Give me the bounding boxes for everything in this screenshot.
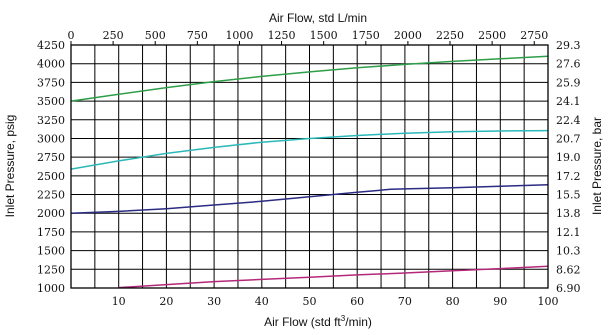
right-axis-ticks: 6.90 8.62 10.3 12.1 13.8 15.5 17.2 19.0 20.7 22.4… [556, 39, 581, 295]
right-tick-label: 15.5 [556, 189, 581, 202]
bottom-tick-label: 100 [538, 295, 559, 308]
grid [71, 44, 548, 289]
right-axis-title: Inlet Pressure, bar [590, 117, 604, 215]
right-tick-label: 27.6 [556, 58, 581, 71]
top-tick-label: 500 [145, 29, 166, 42]
top-tick-label: 2250 [436, 29, 464, 42]
left-axis-ticks: 1000 1250 1500 1750 2000 2250 2500 2750 3000 3250… [37, 39, 65, 295]
bottom-tick-label: 50 [303, 295, 317, 308]
right-tick-label: 25.9 [556, 76, 581, 89]
bottom-tick-label: 90 [493, 295, 507, 308]
top-tick-label: 250 [103, 29, 124, 42]
top-tick-label: 2500 [478, 29, 506, 42]
left-tick-label: 4250 [37, 39, 65, 52]
right-tick-label: 24.1 [556, 95, 581, 108]
left-tick-label: 1750 [37, 226, 65, 239]
top-axis-title: Air Flow, std L/min [269, 11, 367, 25]
plot-frame [70, 44, 549, 289]
left-tick-label: 3500 [37, 95, 65, 108]
series-line-green [70, 55, 549, 102]
bottom-tick-label: 60 [350, 295, 364, 308]
bottom-tick-label: 40 [255, 295, 269, 308]
right-tick-label: 20.7 [556, 132, 581, 145]
left-tick-label: 2000 [37, 207, 65, 220]
bottom-axis-title-suffix: /min) [345, 315, 372, 329]
bottom-tick-label: 70 [398, 295, 412, 308]
series-line-magenta [118, 265, 549, 289]
right-tick-label: 29.3 [556, 39, 581, 52]
bottom-axis-title-prefix: Air Flow (std ft [264, 315, 341, 329]
right-tick-label: 8.62 [556, 263, 581, 276]
left-tick-label: 1500 [37, 245, 65, 258]
right-tick-label: 19.0 [556, 151, 581, 164]
top-tick-label: 1750 [352, 29, 380, 42]
bottom-tick-label: 20 [159, 295, 173, 308]
series-line-cyan [70, 129, 549, 170]
right-tick-label: 10.3 [556, 245, 581, 258]
top-tick-label: 1000 [225, 29, 253, 42]
right-tick-label: 6.90 [556, 282, 581, 295]
right-tick-label: 17.2 [556, 170, 581, 183]
left-tick-label: 1250 [37, 263, 65, 276]
left-tick-label: 2250 [37, 189, 65, 202]
right-tick-label: 12.1 [556, 226, 581, 239]
top-axis-ticks: 0 250 500 750 1000 1250 1500 1750 2000 2250 2500 27… [68, 29, 548, 45]
top-tick-label: 2000 [394, 29, 422, 42]
bottom-axis-title: Air Flow (std ft3/min) [264, 314, 372, 329]
series-line-navy [70, 184, 549, 214]
top-tick-label: 2750 [520, 29, 548, 42]
bottom-axis-ticks: 10 20 30 40 50 60 70 80 90 100 [112, 295, 559, 308]
left-tick-label: 2500 [37, 170, 65, 183]
left-tick-label: 3750 [37, 76, 65, 89]
right-tick-label: 22.4 [556, 114, 581, 127]
left-axis-title: Inlet Pressure, psig [3, 115, 17, 218]
left-tick-label: 3250 [37, 114, 65, 127]
top-tick-label: 1500 [310, 29, 338, 42]
left-tick-label: 3000 [37, 132, 65, 145]
bottom-axis-title-superscript: 3 [341, 314, 346, 323]
top-tick-label: 1250 [268, 29, 296, 42]
left-tick-label: 1000 [37, 282, 65, 295]
left-tick-label: 4000 [37, 58, 65, 71]
bottom-tick-label: 80 [446, 295, 460, 308]
bottom-tick-label: 10 [112, 295, 126, 308]
left-tick-label: 2750 [37, 151, 65, 164]
top-tick-label: 750 [187, 29, 208, 42]
top-tick-label: 0 [68, 29, 75, 42]
bottom-tick-label: 30 [207, 295, 221, 308]
right-tick-label: 13.8 [556, 207, 581, 220]
series-lines [70, 55, 549, 289]
